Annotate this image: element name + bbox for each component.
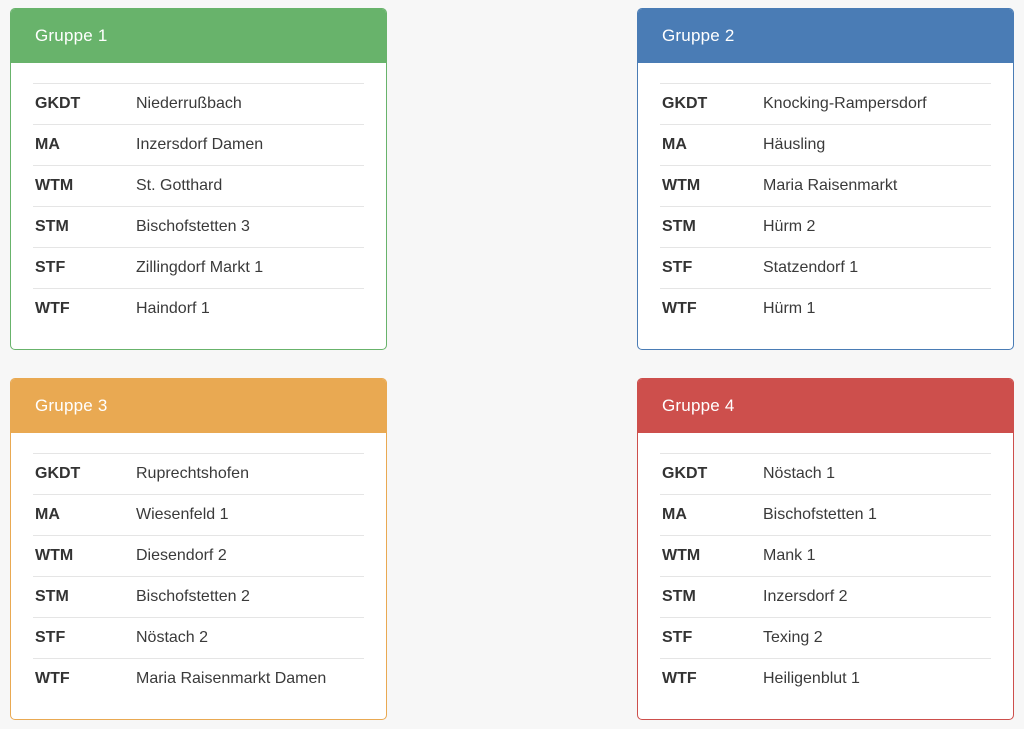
group-card-2: Gruppe 2 GKDT Knocking-Rampersdorf MA Hä… (637, 8, 1014, 350)
team-name: Zillingdorf Markt 1 (136, 259, 264, 276)
team-name: Bischofstetten 1 (763, 506, 877, 523)
division-label: MA (662, 136, 687, 153)
group-title: Gruppe 2 (662, 26, 735, 45)
division-label: GKDT (662, 465, 708, 482)
table-row: MA Wiesenfeld 1 (33, 494, 364, 535)
division-label: WTF (35, 300, 70, 317)
table-row: GKDT Ruprechtshofen (33, 453, 364, 494)
table-row: GKDT Knocking-Rampersdorf (660, 83, 991, 124)
group-card-3: Gruppe 3 GKDT Ruprechtshofen MA Wiesenfe… (10, 378, 387, 720)
table-row: WTF Hürm 1 (660, 288, 991, 329)
team-name: Ruprechtshofen (136, 465, 249, 482)
table-row: STM Bischofstetten 2 (33, 576, 364, 617)
division-label: MA (35, 136, 60, 153)
table-row: STM Inzersdorf 2 (660, 576, 991, 617)
team-name: Bischofstetten 3 (136, 218, 250, 235)
group-title: Gruppe 1 (35, 26, 108, 45)
table-row: WTF Haindorf 1 (33, 288, 364, 329)
division-label: STM (35, 588, 69, 605)
group-card-1-header: Gruppe 1 (11, 9, 386, 63)
team-name: Nöstach 2 (136, 629, 209, 646)
table-row: WTM Maria Raisenmarkt (660, 165, 991, 206)
group-card-4-body: GKDT Nöstach 1 MA Bischofstetten 1 WTM M… (638, 433, 1013, 699)
division-label: MA (662, 506, 687, 523)
group-card-4-header: Gruppe 4 (638, 379, 1013, 433)
division-label: STF (662, 629, 693, 646)
division-label: MA (35, 506, 60, 523)
team-name: Wiesenfeld 1 (136, 506, 229, 523)
team-name: Heiligenblut 1 (763, 670, 860, 687)
table-row: STF Texing 2 (660, 617, 991, 658)
team-name: Niederrußbach (136, 95, 242, 112)
group-card-1-body: GKDT Niederrußbach MA Inzersdorf Damen W… (11, 63, 386, 329)
group-title: Gruppe 4 (662, 396, 735, 415)
team-name: Inzersdorf 2 (763, 588, 848, 605)
table-row: GKDT Niederrußbach (33, 83, 364, 124)
table-row: STF Nöstach 2 (33, 617, 364, 658)
team-name: St. Gotthard (136, 177, 223, 194)
team-name: Knocking-Rampersdorf (763, 95, 927, 112)
table-row: GKDT Nöstach 1 (660, 453, 991, 494)
division-label: WTF (662, 670, 697, 687)
table-row: MA Inzersdorf Damen (33, 124, 364, 165)
team-name: Diesendorf 2 (136, 547, 227, 564)
group-card-1: Gruppe 1 GKDT Niederrußbach MA Inzersdor… (10, 8, 387, 350)
division-label: STM (662, 218, 696, 235)
division-label: STM (35, 218, 69, 235)
table-row: STF Statzendorf 1 (660, 247, 991, 288)
division-label: STF (662, 259, 693, 276)
table-row: WTM Mank 1 (660, 535, 991, 576)
table-row: STF Zillingdorf Markt 1 (33, 247, 364, 288)
division-label: WTF (662, 300, 697, 317)
group-card-3-body: GKDT Ruprechtshofen MA Wiesenfeld 1 WTM … (11, 433, 386, 699)
team-name: Häusling (763, 136, 826, 153)
group-card-2-body: GKDT Knocking-Rampersdorf MA Häusling WT… (638, 63, 1013, 329)
team-name: Texing 2 (763, 629, 823, 646)
team-name: Maria Raisenmarkt Damen (136, 670, 327, 687)
table-row: STM Hürm 2 (660, 206, 991, 247)
division-label: WTM (662, 547, 701, 564)
team-name: Hürm 1 (763, 300, 816, 317)
table-row: WTM Diesendorf 2 (33, 535, 364, 576)
division-label: GKDT (35, 95, 81, 112)
team-name: Maria Raisenmarkt (763, 177, 898, 194)
division-label: STM (662, 588, 696, 605)
team-name: Haindorf 1 (136, 300, 210, 317)
table-row: WTF Maria Raisenmarkt Damen (33, 658, 364, 699)
division-label: GKDT (35, 465, 81, 482)
team-name: Hürm 2 (763, 218, 816, 235)
group-card-2-header: Gruppe 2 (638, 9, 1013, 63)
table-row: STM Bischofstetten 3 (33, 206, 364, 247)
division-label: WTM (35, 547, 74, 564)
division-label: GKDT (662, 95, 708, 112)
team-name: Bischofstetten 2 (136, 588, 250, 605)
division-label: STF (35, 629, 66, 646)
team-name: Nöstach 1 (763, 465, 836, 482)
group-card-4: Gruppe 4 GKDT Nöstach 1 MA Bischofstette… (637, 378, 1014, 720)
team-name: Mank 1 (763, 547, 816, 564)
table-row: WTF Heiligenblut 1 (660, 658, 991, 699)
team-name: Inzersdorf Damen (136, 136, 264, 153)
division-label: WTF (35, 670, 70, 687)
table-row: MA Häusling (660, 124, 991, 165)
division-label: WTM (662, 177, 701, 194)
group-title: Gruppe 3 (35, 396, 108, 415)
group-card-3-header: Gruppe 3 (11, 379, 386, 433)
table-row: WTM St. Gotthard (33, 165, 364, 206)
division-label: WTM (35, 177, 74, 194)
team-name: Statzendorf 1 (763, 259, 859, 276)
table-row: MA Bischofstetten 1 (660, 494, 991, 535)
division-label: STF (35, 259, 66, 276)
